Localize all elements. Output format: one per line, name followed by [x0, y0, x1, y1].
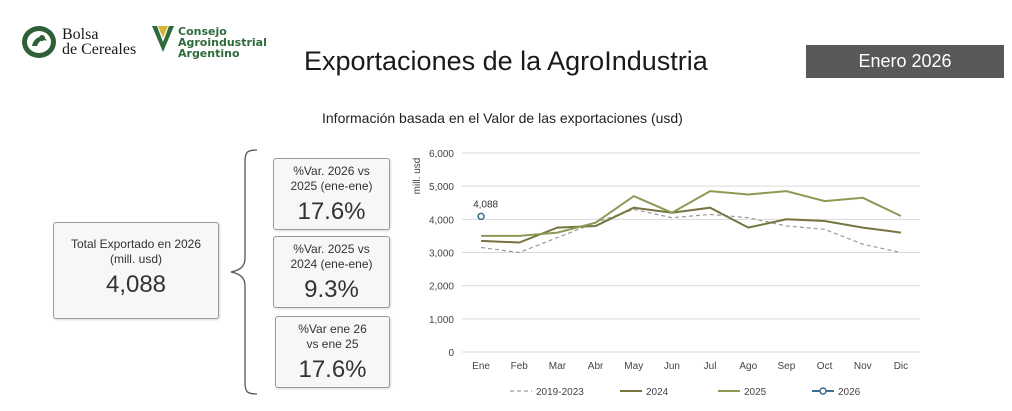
x-tick-label: Feb — [511, 361, 529, 372]
legend-label-2019-2023: 2019-2023 — [536, 387, 584, 398]
x-tick-label: Jul — [704, 361, 717, 372]
x-tick-label: Mar — [549, 361, 567, 372]
series-lines: 4,088 — [473, 190, 902, 254]
series-line-2019-2023 — [481, 208, 902, 254]
bolsa-logo-line1: Bolsa — [62, 26, 99, 43]
x-tick-label: Ene — [472, 361, 490, 372]
exports-line-chart: 0 1,000 2,000 3,000 4,000 5,000 6,000 mill. us… — [412, 149, 920, 398]
x-axis-ticks: Ene Feb Mar Abr May Jun Jul Ago Sep Oct Nov Dic — [472, 361, 908, 372]
y-tick-label: 2,000 — [429, 282, 454, 293]
kpi-total-value: 4,088 — [105, 271, 167, 298]
chart-subtitle: Información basada en el Valor de las ex… — [322, 110, 683, 126]
y-axis-title: mill. usd — [412, 158, 423, 195]
kpi-var-2025-label: %Var. 2025 vs 2024 (ene-ene) — [290, 242, 373, 271]
curly-brace — [230, 149, 258, 395]
data-label-2026-ene: 4,088 — [473, 199, 498, 210]
legend-label-2025: 2025 — [744, 387, 767, 398]
kpi-var-ene-label: %Var ene 26 vs ene 25 — [298, 322, 367, 351]
cai-logo-text: Consejo Agroindustrial Argentino — [178, 26, 267, 59]
chart-legend: 2019-2023 2024 2025 2026 — [510, 387, 861, 398]
x-tick-label: Ago — [739, 361, 757, 372]
legend-label-2026: 2026 — [838, 387, 861, 398]
kpi-var-2025-vs-2024: %Var. 2025 vs 2024 (ene-ene) 9.3% — [273, 236, 390, 308]
x-tick-label: May — [624, 361, 643, 372]
kpi-var-ene-value: 17.6% — [298, 356, 367, 383]
bolsa-logo-line2: de Cereales — [62, 41, 137, 58]
x-tick-label: Sep — [778, 361, 796, 372]
date-badge: Enero 2026 — [806, 45, 1004, 78]
y-axis-ticks: 0 1,000 2,000 3,000 4,000 5,000 6,000 — [429, 149, 454, 359]
kpi-var-ene26-vs-ene25: %Var ene 26 vs ene 25 17.6% — [275, 316, 390, 388]
cai-logo-line1: Consejo — [178, 25, 227, 38]
legend-label-2024: 2024 — [646, 387, 669, 398]
bolsa-logo-text: Bolsa de Cereales — [62, 26, 137, 58]
grid-lines — [462, 152, 920, 353]
y-tick-label: 0 — [448, 348, 454, 359]
legend-marker-2026 — [819, 387, 827, 395]
y-tick-label: 6,000 — [429, 149, 454, 160]
y-tick-label: 1,000 — [429, 315, 454, 326]
page-title: Exportaciones de la AgroIndustria — [304, 46, 708, 76]
x-tick-label: Jun — [664, 361, 680, 372]
kpi-var-2026-vs-2025: %Var. 2026 vs 2025 (ene-ene) 17.6% — [273, 158, 390, 230]
series-line-2025 — [481, 190, 902, 237]
y-tick-label: 3,000 — [429, 249, 454, 260]
kpi-var-2026-label: %Var. 2026 vs 2025 (ene-ene) — [290, 164, 373, 193]
y-tick-label: 4,000 — [429, 215, 454, 226]
cai-logo-line2: Agroindustrial — [178, 36, 267, 49]
x-tick-label: Nov — [854, 361, 872, 372]
bolsa-logo-emblem — [22, 26, 56, 58]
kpi-var-2025-value: 9.3% — [304, 276, 359, 303]
series-2026-point — [477, 212, 485, 221]
x-tick-label: Dic — [894, 361, 908, 372]
x-tick-label: Oct — [817, 361, 833, 372]
kpi-total-exported: Total Exportado en 2026 (mill. usd) 4,08… — [53, 222, 219, 319]
kpi-total-label: Total Exportado en 2026 (mill. usd) — [70, 237, 202, 266]
y-tick-label: 5,000 — [429, 182, 454, 193]
x-tick-label: Abr — [588, 361, 604, 372]
series-line-2024 — [481, 206, 902, 244]
cai-logo-emblem — [152, 26, 174, 52]
kpi-var-2026-value: 17.6% — [297, 198, 366, 225]
cai-logo-line3: Argentino — [178, 47, 240, 60]
